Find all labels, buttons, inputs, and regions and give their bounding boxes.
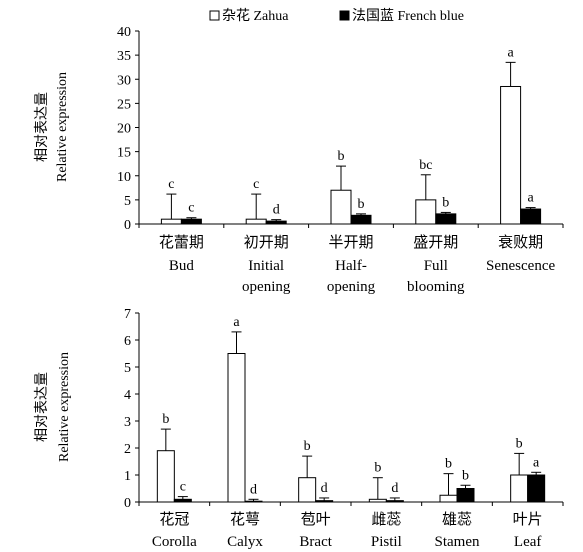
y-tick-label: 30 [117, 73, 131, 88]
y-tick-label: 5 [124, 194, 131, 209]
bar-zahua [368, 498, 387, 503]
bar-zahua [415, 199, 437, 225]
category-label-en: Initial [248, 258, 284, 274]
category-label-en: blooming [407, 279, 465, 295]
legend-swatch-french-blue [339, 10, 350, 21]
category-label-cn: 初开期 [244, 234, 289, 251]
y-axis-label-en: Relative expression [55, 72, 70, 182]
category-label-en: Leaf [514, 534, 541, 550]
y-tick-label: 35 [117, 49, 131, 64]
significance-letter: c [180, 480, 186, 495]
significance-letter: d [321, 481, 328, 496]
significance-letter: d [391, 481, 398, 496]
category-label-cn: 雄蕊 [442, 511, 472, 528]
significance-letter: b [338, 149, 345, 164]
significance-letter: c [188, 201, 194, 216]
category-label-cn: 花蕾期 [159, 234, 204, 251]
category-label-cn: 苞叶 [301, 511, 331, 528]
category-label-en: Bract [299, 534, 332, 550]
category-label-cn: 花萼 [230, 511, 260, 528]
y-axis-label-cn: 相对表达量 [34, 92, 50, 162]
significance-letter: c [168, 177, 174, 192]
y-axis-label-en: Relative expression [57, 352, 72, 462]
bar-french-blue [527, 474, 546, 503]
category-label-en: opening [327, 279, 376, 295]
bar-zahua [510, 474, 529, 503]
y-axis-label-cn: 相对表达量 [34, 372, 50, 442]
category-label-en: Pistil [371, 534, 402, 550]
bar-french-blue [180, 218, 202, 225]
bar-zahua [500, 85, 522, 225]
category-label-cn: 盛开期 [413, 234, 458, 251]
significance-letter: b [304, 439, 311, 454]
bar-zahua [156, 450, 175, 503]
significance-letter: a [527, 191, 534, 206]
significance-letter: b [358, 197, 365, 212]
bar-zahua [439, 494, 458, 503]
significance-letter: b [374, 461, 381, 476]
bar-french-blue [456, 488, 475, 503]
bar-french-blue [350, 214, 372, 225]
chart-bottom-tissues: 0 1 2 3 4 5 6 7 相对表达量 Relative expression 花冠 Coroll… [34, 307, 564, 550]
legend-swatch-zahua [209, 10, 220, 21]
y-tick-label: 0 [124, 496, 131, 511]
y-tick-label: 2 [124, 442, 131, 457]
category-label-en: Half- [335, 258, 367, 274]
chart-top-flower-stages: 0 5 10 15 20 25 30 35 40 相对表达量 Relative expression… [34, 25, 564, 295]
significance-letter: b [516, 436, 523, 451]
y-tick-label: 7 [124, 307, 131, 322]
category-label-cn: 叶片 [513, 511, 543, 528]
y-tick-label: 25 [117, 97, 131, 112]
y-tick-label: 10 [117, 170, 131, 185]
y-tick-label: 15 [117, 146, 131, 161]
significance-letter: d [273, 203, 280, 218]
significance-letter: bc [419, 158, 432, 173]
bar-zahua [227, 353, 246, 503]
category-label-cn: 半开期 [328, 234, 373, 251]
category-label-en: Stamen [435, 534, 480, 550]
bar-french-blue [520, 208, 542, 225]
significance-letter: a [533, 455, 540, 470]
significance-letter: a [507, 45, 514, 60]
bar-french-blue [315, 500, 334, 503]
bar-zahua [298, 477, 317, 503]
y-tick-label: 4 [124, 388, 131, 403]
y-tick-label: 6 [124, 334, 131, 349]
category-label-cn: 雌蕊 [371, 511, 401, 528]
bar-french-blue [173, 498, 192, 503]
legend-label-french-blue: 法国蓝 French blue [352, 8, 464, 24]
category-label-cn: 花冠 [159, 511, 189, 528]
bar-french-blue [265, 220, 287, 225]
category-label-en: Calyx [227, 534, 263, 550]
significance-letter: b [445, 457, 452, 472]
significance-letter: b [442, 195, 449, 210]
category-label-en: Full [424, 258, 448, 274]
category-label-en: Senescence [486, 258, 555, 274]
y-tick-label: 0 [124, 218, 131, 233]
legend-label-zahua: 杂花 Zahua [222, 8, 289, 24]
significance-letter: d [250, 482, 257, 497]
category-label-cn: 衰败期 [498, 234, 543, 251]
y-tick-label: 3 [124, 415, 131, 430]
bar-french-blue [435, 213, 457, 225]
legend: 杂花 Zahua 法国蓝 French blue [209, 8, 464, 24]
category-label-en: Corolla [152, 534, 197, 550]
y-tick-label: 1 [124, 469, 131, 484]
y-tick-label: 20 [117, 122, 131, 137]
category-label-en: Bud [169, 258, 195, 274]
y-tick-label: 5 [124, 361, 131, 376]
bar-zahua [245, 218, 267, 225]
significance-letter: a [233, 315, 240, 330]
bar-zahua [160, 218, 182, 225]
y-tick-label: 40 [117, 25, 131, 40]
significance-letter: b [462, 468, 469, 483]
category-label-en: opening [242, 279, 291, 295]
bar-zahua [330, 189, 352, 225]
significance-letter: b [162, 412, 169, 427]
significance-letter: c [253, 177, 259, 192]
bar-french-blue [385, 500, 404, 503]
